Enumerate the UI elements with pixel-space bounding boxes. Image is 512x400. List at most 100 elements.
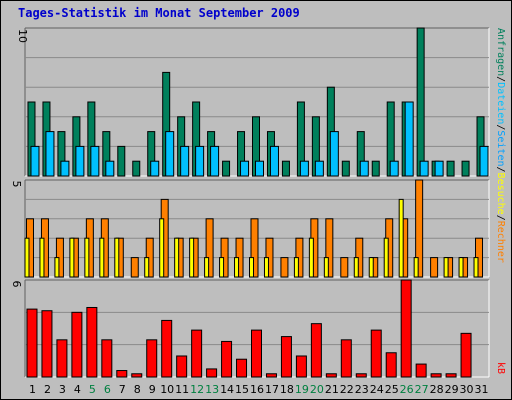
bar-besuche [323, 257, 329, 278]
bar-besuche [473, 257, 479, 278]
bar-dateien [75, 145, 85, 177]
bar-kb [265, 373, 277, 378]
side-legend: Anfragen/Dateien/Seiten/Besuche/Rechner … [495, 28, 506, 374]
bar-rechner [430, 257, 439, 278]
x-tick-label: 30 [460, 383, 474, 396]
bar-dateien [45, 131, 55, 177]
x-tick-label: 8 [134, 383, 141, 396]
chart-title: Tages-Statistik im Monat September 2009 [18, 6, 300, 20]
middle-panel [24, 179, 490, 278]
bar-besuche [144, 257, 150, 278]
bar-kb [71, 311, 83, 378]
x-tick-label: 23 [355, 383, 369, 396]
bar-besuche [39, 237, 45, 278]
legend-dateien: Dateien [495, 82, 506, 124]
bar-besuche [24, 237, 30, 278]
bar-anfragen [281, 160, 290, 177]
bar-besuche [368, 257, 374, 278]
x-tick-label: 17 [265, 383, 279, 396]
bar-kb [26, 308, 38, 378]
bar-kb [400, 279, 412, 378]
x-tick-label: 27 [415, 383, 429, 396]
bar-besuche [443, 257, 449, 278]
bar-besuche [204, 257, 210, 278]
bar-kb [101, 339, 113, 378]
x-tick-label: 6 [104, 383, 111, 396]
bar-besuche [54, 257, 60, 278]
bar-kb [460, 332, 472, 378]
bar-dateien [195, 145, 205, 177]
x-tick-label: 15 [235, 383, 249, 396]
bar-besuche [99, 237, 105, 278]
bar-kb [251, 329, 262, 378]
bar-dateien [359, 160, 369, 177]
bar-kb [355, 373, 367, 378]
x-tick-label: 10 [160, 383, 174, 396]
bar-kb [236, 358, 248, 378]
bottom-panel [24, 279, 490, 378]
x-tick-label: 20 [310, 383, 324, 396]
bar-dateien [314, 160, 324, 177]
bar-rechner [325, 218, 334, 278]
x-tick-label: 29 [445, 383, 459, 396]
bar-kb [445, 373, 457, 378]
bar-dateien [389, 160, 399, 177]
bar-besuche [383, 237, 389, 278]
bar-kb [161, 319, 173, 378]
bar-dateien [419, 160, 429, 177]
x-tick-label: 22 [340, 383, 354, 396]
x-tick-label: 24 [370, 383, 384, 396]
bar-dateien [404, 101, 414, 177]
bar-kb [116, 370, 128, 378]
x-tick-label: 5 [89, 383, 96, 396]
x-tick-label: 3 [59, 383, 66, 396]
bar-besuche [84, 237, 90, 278]
x-tick-label: 26 [400, 383, 414, 396]
bar-kb [295, 355, 307, 378]
x-tick-label: 31 [475, 383, 489, 396]
bar-dateien [60, 160, 70, 177]
bar-kb [310, 323, 322, 378]
bar-dateien [240, 160, 250, 177]
x-tick-label: 12 [190, 383, 204, 396]
bar-kb [370, 329, 382, 378]
bar-kb [56, 339, 68, 378]
y-axis-labels: 10 5 6 [10, 29, 29, 288]
x-axis: 1 2 3 4 5 6 7 8 9 10 11 12 13 14 15 16 17 18 19 20 21 22 23 24 2… [29, 383, 489, 396]
x-tick-label: 28 [430, 383, 444, 396]
bar-kb [415, 363, 427, 378]
x-tick-label: 19 [295, 383, 309, 396]
bar-rechner [340, 257, 349, 278]
bar-dateien [180, 145, 190, 177]
x-tick-label: 14 [220, 383, 234, 396]
top-ymax-label: 10 [16, 29, 29, 43]
bar-besuche [413, 257, 419, 278]
bar-anfragen [222, 160, 231, 177]
legend-besuche: Besuche [495, 173, 506, 215]
bar-dateien [30, 145, 40, 177]
x-tick-label: 2 [44, 383, 51, 396]
bar-rechner [250, 218, 259, 278]
bar-besuche [69, 237, 75, 278]
bar-besuche [308, 237, 314, 278]
bar-besuche [458, 257, 464, 278]
x-tick-label: 1 [29, 383, 36, 396]
bar-dateien [210, 145, 220, 177]
bar-besuche [159, 218, 165, 278]
x-tick-label: 25 [385, 383, 399, 396]
bar-anfragen [341, 160, 350, 177]
bar-besuche [293, 257, 299, 278]
bar-kb [280, 336, 292, 378]
bar-dateien [329, 131, 339, 177]
bar-kb [176, 355, 188, 378]
bottom-ymax-label: 6 [10, 281, 23, 288]
bar-besuche [249, 257, 254, 278]
bar-besuche [174, 237, 180, 278]
bar-besuche [263, 257, 269, 278]
middle-ymax-label: 5 [10, 181, 23, 188]
bar-dateien [269, 145, 279, 177]
bar-rechner [415, 179, 424, 278]
bar-besuche [219, 257, 225, 278]
bar-rechner [205, 218, 214, 278]
